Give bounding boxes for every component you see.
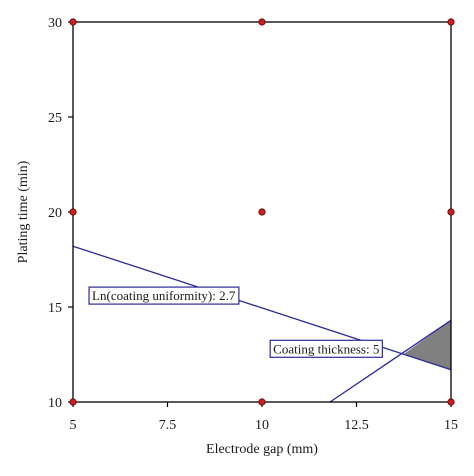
y-axis-title: Plating time (min) <box>16 160 31 263</box>
feasible-region <box>403 320 451 370</box>
contour-label-1: Coating thickness: 5 <box>269 339 383 358</box>
design-point <box>447 398 455 406</box>
x-tick-label: 5 <box>70 418 77 433</box>
contour-label-text: Coating thickness: 5 <box>273 341 379 356</box>
design-point <box>258 398 266 406</box>
design-point <box>69 398 77 406</box>
axis-ticks: 5 7.5 10 12.5 15 10 15 20 25 30 <box>48 16 458 433</box>
design-point <box>69 208 77 216</box>
y-tick-label: 10 <box>48 396 62 411</box>
design-points <box>69 18 455 406</box>
x-tick-label: 10 <box>255 418 269 433</box>
contour-lines <box>72 245 452 403</box>
contour-line-0 <box>72 245 452 371</box>
design-point <box>258 208 266 216</box>
y-tick-label: 20 <box>48 206 62 221</box>
x-axis-title: Electrode gap (mm) <box>206 442 318 457</box>
design-point <box>447 208 455 216</box>
design-point <box>258 18 266 26</box>
y-tick-label: 30 <box>48 16 62 31</box>
design-point <box>69 18 77 26</box>
contour-label-0: Ln(coating uniformity): 2.7 <box>88 286 240 305</box>
contour-annotations: Ln(coating uniformity): 2.7 Coating thick… <box>88 286 383 358</box>
y-tick-label: 15 <box>48 301 62 316</box>
contour-label-box <box>88 286 240 305</box>
design-point <box>447 18 455 26</box>
contour-label-box <box>269 339 383 358</box>
x-tick-label: 7.5 <box>159 418 177 433</box>
y-tick-label: 25 <box>48 111 62 126</box>
contour-line-1 <box>329 319 452 403</box>
contour-label-text: Ln(coating uniformity): 2.7 <box>92 288 236 303</box>
x-tick-label: 12.5 <box>344 418 369 433</box>
x-tick-label: 15 <box>444 418 458 433</box>
